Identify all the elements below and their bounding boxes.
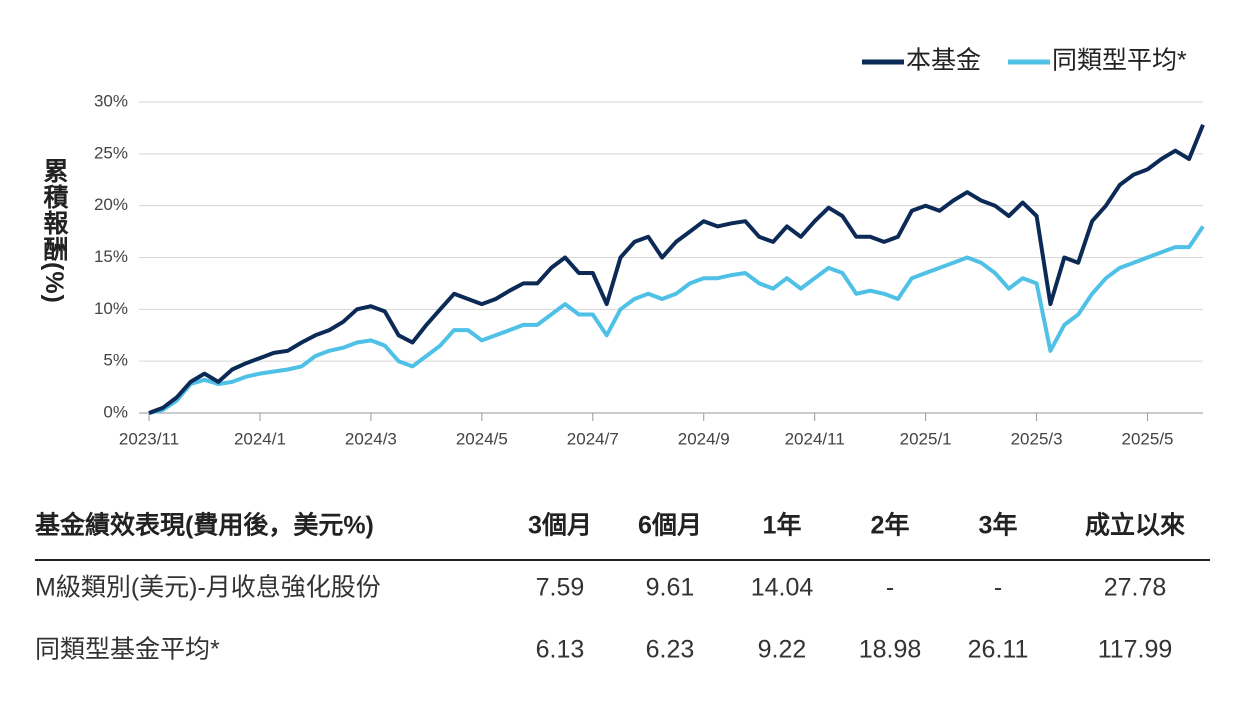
- y-tick-label: 0%: [103, 402, 128, 421]
- table-header: 3個月: [528, 512, 592, 540]
- x-tick-label: 2024/7: [567, 429, 619, 448]
- x-tick-label: 2025/1: [900, 429, 952, 448]
- table-cell: 26.11: [968, 636, 1029, 664]
- table-cell: 14.04: [751, 574, 814, 602]
- table-cell: 同類型基金平均*: [35, 636, 220, 664]
- y-tick-label: 20%: [94, 195, 128, 214]
- legend-label: 同類型平均*: [1052, 47, 1187, 75]
- y-tick-label: 25%: [94, 143, 128, 162]
- y-axis-label: 累積報酬(%): [40, 158, 68, 304]
- y-tick-label: 10%: [94, 299, 128, 318]
- y-tick-label: 30%: [94, 91, 128, 110]
- y-tick-label: 15%: [94, 247, 128, 266]
- table-header: 1年: [763, 511, 802, 540]
- y-tick-label: 5%: [103, 351, 128, 370]
- legend-label: 本基金: [906, 47, 981, 75]
- table-cell: 117.99: [1098, 636, 1173, 664]
- x-tick-label: 2025/5: [1122, 429, 1174, 448]
- table-cell: 6.23: [646, 636, 695, 664]
- series-line: [148, 124, 1205, 415]
- x-tick-label: 2024/5: [456, 429, 508, 448]
- table-cell: -: [994, 574, 1002, 602]
- table-header: 成立以來: [1085, 511, 1185, 540]
- table-header: 3年: [979, 511, 1018, 540]
- table-cell: 7.59: [536, 574, 585, 602]
- table-header: 基金績效表現(費用後，美元%): [35, 511, 374, 540]
- table-cell: 27.78: [1104, 574, 1167, 602]
- table-header: 2年: [871, 511, 910, 540]
- table-cell: 9.61: [646, 574, 695, 602]
- x-tick-label: 2024/9: [678, 429, 730, 448]
- table-cell: -: [886, 574, 894, 602]
- x-tick-label: 2024/11: [785, 429, 845, 448]
- x-tick-label: 2024/3: [345, 429, 397, 448]
- table-header: 6個月: [638, 512, 702, 540]
- x-tick-label: 2025/3: [1011, 429, 1063, 448]
- x-tick-label: 2023/11: [119, 429, 179, 448]
- x-tick-label: 2024/1: [234, 429, 286, 448]
- table-cell: 6.13: [536, 636, 585, 664]
- series-line: [148, 225, 1205, 415]
- table-cell: M級類別(美元)-月收息強化股份: [35, 574, 381, 602]
- table-cell: 18.98: [859, 636, 922, 664]
- table-cell: 9.22: [758, 636, 807, 664]
